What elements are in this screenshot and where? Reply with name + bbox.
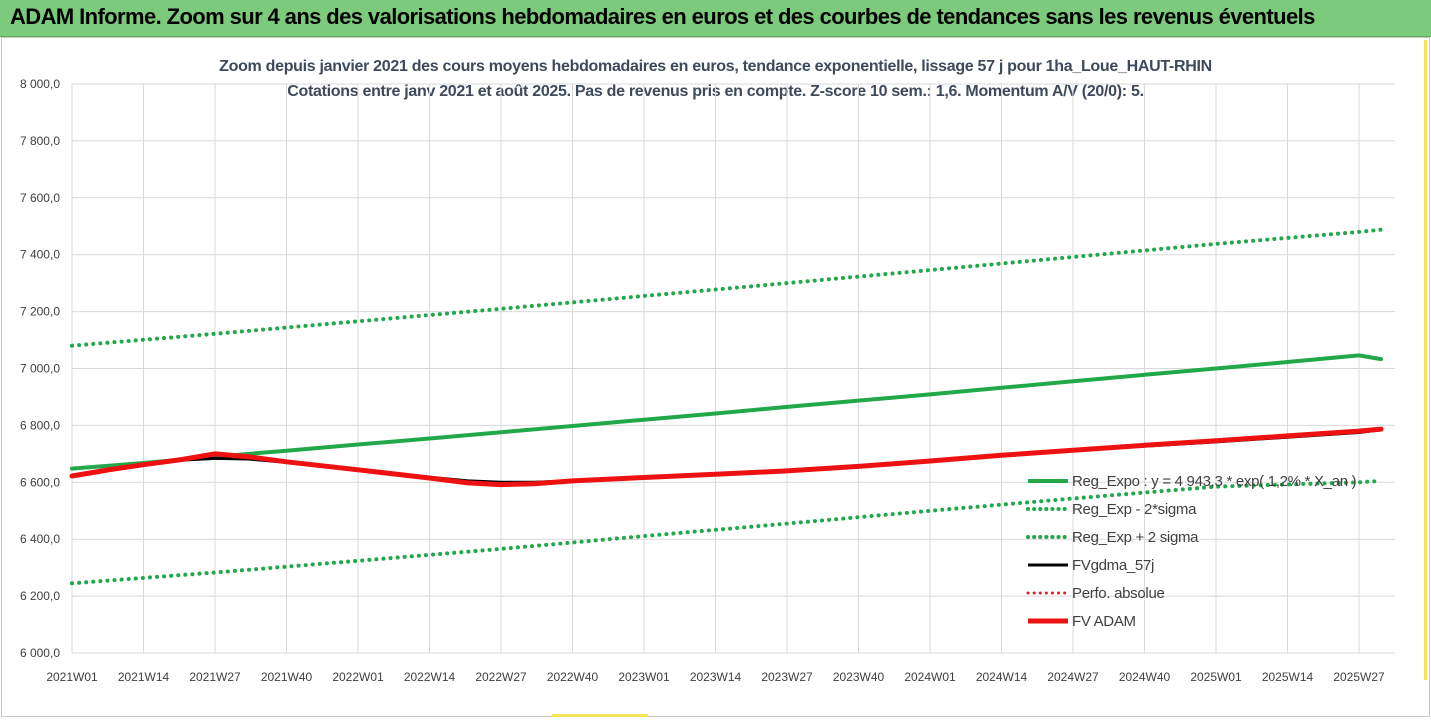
y-tick-label: 7 600,0 — [20, 191, 60, 205]
y-tick-label: 6 600,0 — [20, 475, 60, 489]
x-tick-label: 2024W01 — [904, 670, 956, 684]
legend-label: Perfo. absolue — [1072, 585, 1165, 602]
x-tick-label: 2021W14 — [118, 670, 170, 684]
legend-label: FV ADAM — [1072, 613, 1136, 630]
x-tick-label: 2024W40 — [1119, 670, 1171, 684]
yellow-accent-bottom — [552, 714, 648, 717]
y-tick-label: 7 400,0 — [20, 248, 60, 262]
legend: Reg_Expo : y = 4 943,3 * exp( 1,2% * X_a… — [1026, 473, 1357, 630]
series-line-reg-exp-2-sigma — [70, 227, 1383, 348]
y-tick-label: 6 400,0 — [20, 532, 60, 546]
x-tick-label: 2025W01 — [1190, 670, 1242, 684]
x-tick-label: 2022W14 — [404, 670, 456, 684]
x-tick-label: 2022W27 — [475, 670, 527, 684]
x-tick-label: 2022W40 — [547, 670, 599, 684]
report-title: ADAM Informe. Zoom sur 4 ans des valoris… — [10, 4, 1315, 29]
x-tick-label: 2024W14 — [976, 670, 1028, 684]
y-tick-label: 7 800,0 — [20, 134, 60, 148]
y-axis-ticks: 6 000,0 6 200,0 6 400,0 6 600,0 6 800,0 7 000… — [20, 77, 60, 660]
y-tick-label: 8 000,0 — [20, 77, 60, 91]
title-banner: ADAM Informe. Zoom sur 4 ans des valoris… — [0, 0, 1431, 37]
series-line-reg-exp-2-sigma — [70, 478, 1383, 586]
yellow-accent-right — [1424, 40, 1427, 680]
x-tick-label: 2023W40 — [833, 670, 885, 684]
x-tick-label: 2025W27 — [1333, 670, 1385, 684]
legend-label: Reg_Exp + 2 sigma — [1072, 529, 1199, 546]
x-tick-label: 2025W14 — [1262, 670, 1314, 684]
y-tick-label: 6 800,0 — [20, 418, 60, 432]
y-tick-label: 7 200,0 — [20, 305, 60, 319]
x-tick-label: 2021W27 — [189, 670, 241, 684]
x-tick-label: 2023W01 — [618, 670, 670, 684]
x-tick-label: 2023W27 — [761, 670, 813, 684]
x-axis-ticks: 2021W01 2021W14 2021W27 2021W40 2022W01 2022W… — [46, 670, 1385, 684]
x-tick-label: 2022W01 — [332, 670, 384, 684]
gridlines — [71, 83, 1395, 654]
series-lines — [69, 227, 1384, 586]
y-tick-label: 6 200,0 — [20, 589, 60, 603]
y-tick-label: 6 000,0 — [20, 646, 60, 660]
legend-label: FVgdma_57j — [1072, 557, 1154, 574]
chart-title-line1: Zoom depuis janvier 2021 des cours moyen… — [219, 58, 1212, 75]
legend-label: Reg_Exp - 2*sigma — [1072, 501, 1197, 518]
x-tick-label: 2023W14 — [690, 670, 742, 684]
legend-label: Reg_Expo : y = 4 943,3 * exp( 1,2% * X_a… — [1072, 473, 1357, 490]
series-line-fv-adam — [69, 426, 1384, 488]
y-tick-label: 7 000,0 — [20, 362, 60, 376]
x-tick-label: 2024W27 — [1047, 670, 1099, 684]
x-tick-label: 2021W01 — [46, 670, 98, 684]
series-line-reg-expo-y-4-943-3-exp-1-2-x-an — [70, 353, 1383, 471]
x-tick-label: 2021W40 — [261, 670, 313, 684]
chart-frame — [1, 37, 1430, 717]
